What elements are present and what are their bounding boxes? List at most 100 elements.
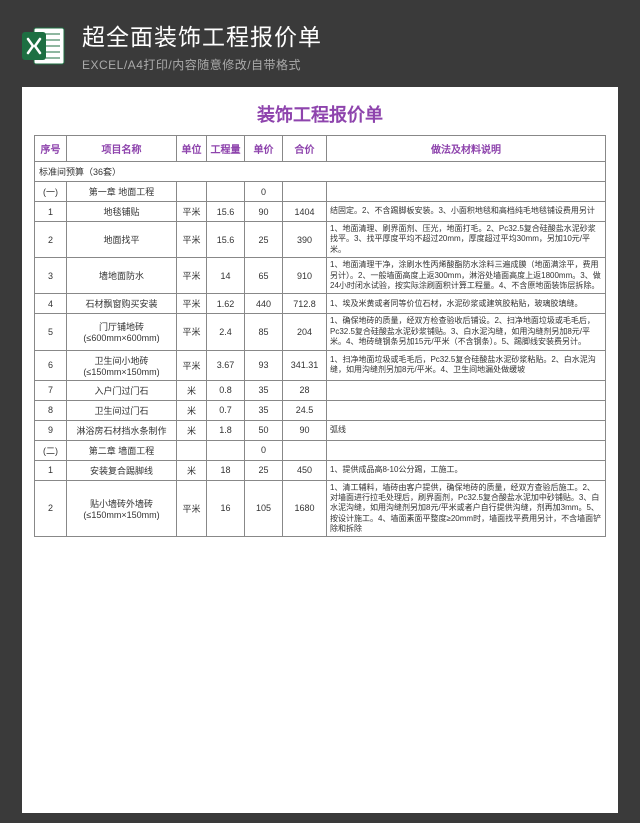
col-desc: 做法及材料说明	[327, 136, 606, 162]
cell-unit	[177, 182, 207, 202]
cell-name: 安装复合踢脚线	[67, 460, 177, 480]
cell-total: 24.5	[283, 400, 327, 420]
cell-desc	[327, 400, 606, 420]
cell-seq: 1	[35, 202, 67, 222]
cell-price: 0	[245, 440, 283, 460]
cell-total	[283, 182, 327, 202]
table-row: (一)第一章 地面工程0	[35, 182, 606, 202]
cell-desc: 1、地面清理、刷界面剂、压光，地面打毛。2、Pc32.5复合硅酸盐水泥砂浆找平。…	[327, 222, 606, 258]
cell-name: 墙地面防水	[67, 258, 177, 294]
cell-desc: 1、扫净地面垃圾或毛毛后，Pc32.5复合硅酸盐水泥砂浆粘贴。2、白水泥沟缝，如…	[327, 350, 606, 380]
cell-unit: 米	[177, 420, 207, 440]
cell-price: 35	[245, 400, 283, 420]
table-row: 8卫生间过门石米0.73524.5	[35, 400, 606, 420]
excel-icon	[20, 22, 68, 70]
cell-desc: 弧线	[327, 420, 606, 440]
cell-qty: 15.6	[207, 222, 245, 258]
cell-total: 910	[283, 258, 327, 294]
table-header-row: 序号 项目名称 单位 工程量 单价 合价 做法及材料说明	[35, 136, 606, 162]
cell-desc: 1、确保地砖的质量，经双方检查验收后铺设。2、扫净地面垃圾或毛毛后，Pc32.5…	[327, 314, 606, 350]
cell-total: 90	[283, 420, 327, 440]
cell-name: 卫生间小地砖(≤150mm×150mm)	[67, 350, 177, 380]
cell-unit	[177, 440, 207, 460]
cell-price: 35	[245, 380, 283, 400]
cell-total: 390	[283, 222, 327, 258]
table-row: 9淋浴房石材挡水条制作米1.85090弧线	[35, 420, 606, 440]
cell-price: 93	[245, 350, 283, 380]
table-row: 2地面找平平米15.6253901、地面清理、刷界面剂、压光，地面打毛。2、Pc…	[35, 222, 606, 258]
cell-seq: 4	[35, 294, 67, 314]
table-row: (二)第二章 墙面工程 0	[35, 440, 606, 460]
cell-qty	[207, 182, 245, 202]
cell-total: 712.8	[283, 294, 327, 314]
cell-seq: 9	[35, 420, 67, 440]
cell-total: 341.31	[283, 350, 327, 380]
col-qty: 工程量	[207, 136, 245, 162]
page-title: 超全面装饰工程报价单	[82, 18, 620, 52]
cell-name: 卫生间过门石	[67, 400, 177, 420]
cell-name: 淋浴房石材挡水条制作	[67, 420, 177, 440]
cell-name: 地面找平	[67, 222, 177, 258]
cell-seq: 2	[35, 480, 67, 537]
cell-seq: 5	[35, 314, 67, 350]
cell-unit: 米	[177, 460, 207, 480]
cell-unit: 平米	[177, 202, 207, 222]
cell-name: 地毯铺贴	[67, 202, 177, 222]
cell-unit: 米	[177, 380, 207, 400]
header-text-block: 超全面装饰工程报价单 EXCEL/A4打印/内容随意修改/自带格式	[82, 18, 620, 73]
cell-unit: 米	[177, 400, 207, 420]
document-title: 装饰工程报价单	[34, 101, 606, 127]
cell-total	[283, 440, 327, 460]
cell-qty: 14	[207, 258, 245, 294]
cell-qty: 2.4	[207, 314, 245, 350]
cell-seq: 2	[35, 222, 67, 258]
cell-qty: 16	[207, 480, 245, 537]
table-row: 4石材飘窗购买安装平米1.62440712.81、埃及米黄或者同等价位石材，水泥…	[35, 294, 606, 314]
cell-seq: 7	[35, 380, 67, 400]
cell-qty: 1.62	[207, 294, 245, 314]
col-price: 单价	[245, 136, 283, 162]
page-header: 超全面装饰工程报价单 EXCEL/A4打印/内容随意修改/自带格式	[0, 0, 640, 87]
cell-total: 1404	[283, 202, 327, 222]
table-row: 6卫生间小地砖(≤150mm×150mm)平米3.6793341.311、扫净地…	[35, 350, 606, 380]
table-row: 5门厅铺地砖(≤600mm×600mm)平米2.4852041、确保地砖的质量，…	[35, 314, 606, 350]
cell-qty: 0.8	[207, 380, 245, 400]
cell-seq: 6	[35, 350, 67, 380]
cell-name: 入户门过门石	[67, 380, 177, 400]
cell-price: 440	[245, 294, 283, 314]
cell-name: 贴小墙砖外墙砖(≤150mm×150mm)	[67, 480, 177, 537]
cell-name: 石材飘窗购买安装	[67, 294, 177, 314]
cell-desc	[327, 380, 606, 400]
cell-price: 25	[245, 222, 283, 258]
cell-qty: 0.7	[207, 400, 245, 420]
table-row: 1地毯铺贴平米15.6901404结固定。2、不含踢脚板安装。3、小面积地毯和高…	[35, 202, 606, 222]
cell-seq: 3	[35, 258, 67, 294]
table-row: 7入户门过门石米0.83528	[35, 380, 606, 400]
cell-name: 第二章 墙面工程	[67, 440, 177, 460]
cell-desc	[327, 182, 606, 202]
cell-price: 85	[245, 314, 283, 350]
cell-desc	[327, 440, 606, 460]
table-row: 1安装复合踢脚线米18254501、提供成品高8-10公分踢，工施工。	[35, 460, 606, 480]
cell-desc: 1、清工辅料，墙砖由客户提供，确保地砖的质量，经双方查验后施工。2、对墙面进行拉…	[327, 480, 606, 537]
table-row: 3墙地面防水平米14659101、地面清理干净，涂刷水性丙烯酸酯防水涂料三遍成膜…	[35, 258, 606, 294]
cell-price: 50	[245, 420, 283, 440]
cell-unit: 平米	[177, 294, 207, 314]
cell-price: 65	[245, 258, 283, 294]
page-subtitle: EXCEL/A4打印/内容随意修改/自带格式	[82, 56, 620, 73]
cell-unit: 平米	[177, 258, 207, 294]
cell-total: 28	[283, 380, 327, 400]
cell-seq: (一)	[35, 182, 67, 202]
cell-desc: 1、地面清理干净，涂刷水性丙烯酸酯防水涂料三遍成膜（地面满涂平，费用另计）。2、…	[327, 258, 606, 294]
cell-name: 门厅铺地砖(≤600mm×600mm)	[67, 314, 177, 350]
col-unit: 单位	[177, 136, 207, 162]
cell-price: 0	[245, 182, 283, 202]
cell-seq: (二)	[35, 440, 67, 460]
cell-unit: 平米	[177, 480, 207, 537]
cell-qty: 1.8	[207, 420, 245, 440]
cell-total: 1680	[283, 480, 327, 537]
cell-qty: 3.67	[207, 350, 245, 380]
quotation-table: 序号 项目名称 单位 工程量 单价 合价 做法及材料说明 标准间预算（36套） …	[34, 135, 606, 537]
cell-total: 450	[283, 460, 327, 480]
col-name: 项目名称	[67, 136, 177, 162]
